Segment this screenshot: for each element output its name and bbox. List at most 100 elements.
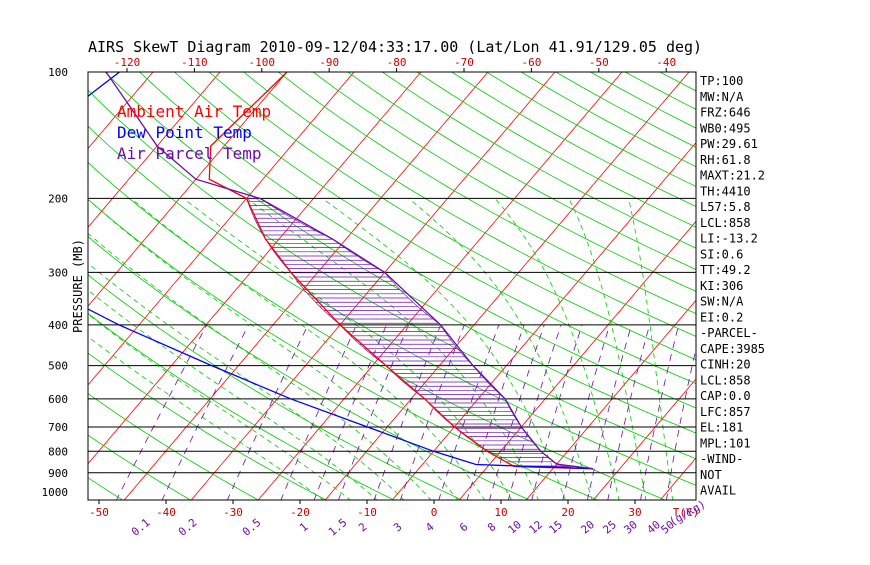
stat-item: TH:4410 xyxy=(700,184,751,198)
mixing-ratio-label: 0.2 xyxy=(176,516,200,539)
stat-item: NOT xyxy=(700,468,722,482)
stat-item: LFC:857 xyxy=(700,405,751,419)
bottom-temp-tick-label: -40 xyxy=(156,506,176,519)
mixing-ratio-label: 30 xyxy=(621,518,640,536)
top-temp-tick-label: -90 xyxy=(319,56,339,69)
dry-adiabat-line xyxy=(827,53,870,501)
isotherm-line xyxy=(241,50,641,520)
pressure-tick-label: 300 xyxy=(48,266,68,279)
stat-item: KI:306 xyxy=(700,279,743,293)
stat-item: CINH:20 xyxy=(700,358,751,372)
stat-item: WB0:495 xyxy=(700,121,751,135)
mixing-ratio-line xyxy=(489,325,544,501)
stat-item: LCL:858 xyxy=(700,216,751,230)
mixing-ratio-label: 3 xyxy=(391,520,404,534)
mixing-ratio-label: 1.5 xyxy=(326,516,350,539)
stat-item: PW:29.61 xyxy=(700,137,758,151)
legend-entry: Ambient Air Temp xyxy=(117,102,271,121)
top-temp-tick-label: -110 xyxy=(181,56,208,69)
mixing-ratio-label: 4 xyxy=(423,520,437,534)
stat-item: LCL:858 xyxy=(700,373,751,387)
series-ambient-air-temp xyxy=(209,72,593,469)
bottom-temp-tick-label: 20 xyxy=(561,506,574,519)
moist-adiabat-line xyxy=(49,198,432,501)
stat-item: -PARCEL- xyxy=(700,326,758,340)
legend-entry: Air Parcel Temp xyxy=(117,144,262,163)
pressure-tick-label: 200 xyxy=(48,192,68,205)
stat-item: MPL:101 xyxy=(700,436,751,450)
top-temp-tick-label: -120 xyxy=(114,56,141,69)
top-temp-tick-label: -80 xyxy=(387,56,407,69)
mixing-ratio-label: 0.5 xyxy=(240,516,264,539)
legend-entry: Dew Point Temp xyxy=(117,123,252,142)
stat-item: FRZ:646 xyxy=(700,106,751,120)
stat-item: LI:-13.2 xyxy=(700,232,758,246)
isotherm-line xyxy=(643,50,870,520)
stat-item: RH:61.8 xyxy=(700,153,751,167)
mixing-ratio-line xyxy=(587,325,631,501)
mixing-ratio-label: 15 xyxy=(546,518,565,536)
mixing-ratio-label: 8 xyxy=(485,520,498,534)
dry-adiabat-line xyxy=(658,53,870,501)
bottom-temp-tick-label: -20 xyxy=(290,506,310,519)
isotherm-line xyxy=(0,50,38,520)
chart-title: AIRS SkewT Diagram 2010-09-12/04:33:17.0… xyxy=(88,38,702,56)
bottom-temp-tick-label: -30 xyxy=(223,506,243,519)
dry-adiabat-line xyxy=(759,53,870,501)
bottom-temp-tick-label: 10 xyxy=(494,506,507,519)
pressure-tick-label: 100 xyxy=(48,66,68,79)
isotherm-line xyxy=(509,50,870,520)
mixing-ratio-line xyxy=(641,325,679,501)
stat-item: -WIND- xyxy=(700,452,743,466)
stat-item: MW:N/A xyxy=(700,90,744,104)
mixing-ratio-line xyxy=(314,325,387,501)
pressure-tick-label: 400 xyxy=(48,319,68,332)
dry-adiabat-line xyxy=(389,53,870,501)
stats-panel: TP:100MW:N/AFRZ:646WB0:495PW:29.61RH:61.… xyxy=(700,74,765,498)
pressure-tick-label: 800 xyxy=(48,445,68,458)
moist-adiabat-line xyxy=(569,198,646,501)
stat-item: EL:181 xyxy=(700,421,743,435)
mixing-ratio-line xyxy=(439,325,499,501)
stat-item: EI:0.2 xyxy=(700,310,743,324)
mixing-ratio-label: 6 xyxy=(457,520,470,534)
mixing-ratio-label: 25 xyxy=(600,518,619,536)
stat-item: SI:0.6 xyxy=(700,247,743,261)
moist-adiabat-line xyxy=(495,198,619,501)
top-temp-tick-label: -100 xyxy=(249,56,276,69)
stat-item: MAXT:21.2 xyxy=(700,169,765,183)
mixing-ratio-label: 2 xyxy=(356,520,369,534)
top-temp-tick-label: -70 xyxy=(454,56,474,69)
moist-adiabat-line xyxy=(409,198,593,501)
top-temp-tick-label: -40 xyxy=(656,56,676,69)
cape-outline xyxy=(247,198,577,466)
mixing-ratio-line xyxy=(338,325,409,501)
mixing-ratio-label: 10 xyxy=(505,518,524,536)
mixing-ratio-line xyxy=(281,325,357,501)
mixing-ratio-label: 0.1 xyxy=(129,516,153,539)
stat-item: SW:N/A xyxy=(700,295,744,309)
dry-adiabat-line xyxy=(322,53,870,501)
dry-adiabat-line xyxy=(457,53,870,501)
stat-item: CAP:0.0 xyxy=(700,389,751,403)
mixing-ratio-line xyxy=(227,325,308,501)
legend: Ambient Air Temp Dew Point Temp Air Parcel… xyxy=(117,102,271,163)
mixing-ratio-label: 12 xyxy=(526,518,545,536)
moist-adiabat-line xyxy=(629,198,673,501)
bottom-temp-tick-label: 30 xyxy=(628,506,641,519)
stat-item: AVAIL xyxy=(700,484,736,498)
y-axis-label: PRESSURE (MB) xyxy=(71,239,85,333)
mixing-ratio-line xyxy=(608,325,650,501)
bottom-temp-tick-label: 0 xyxy=(431,506,438,519)
pressure-tick-label: 1000 xyxy=(42,486,69,499)
bottom-temp-tick-label: -50 xyxy=(89,506,109,519)
isotherm-line xyxy=(777,50,870,520)
stat-item: TT:49.2 xyxy=(700,263,751,277)
bottom-temp-tick-label: -10 xyxy=(357,506,377,519)
top-temp-tick-label: -50 xyxy=(589,56,609,69)
stat-item: CAPE:3985 xyxy=(700,342,765,356)
mixing-ratio-unit-label: (g/kg) xyxy=(667,497,708,528)
mixing-ratio-label: 20 xyxy=(578,518,597,536)
